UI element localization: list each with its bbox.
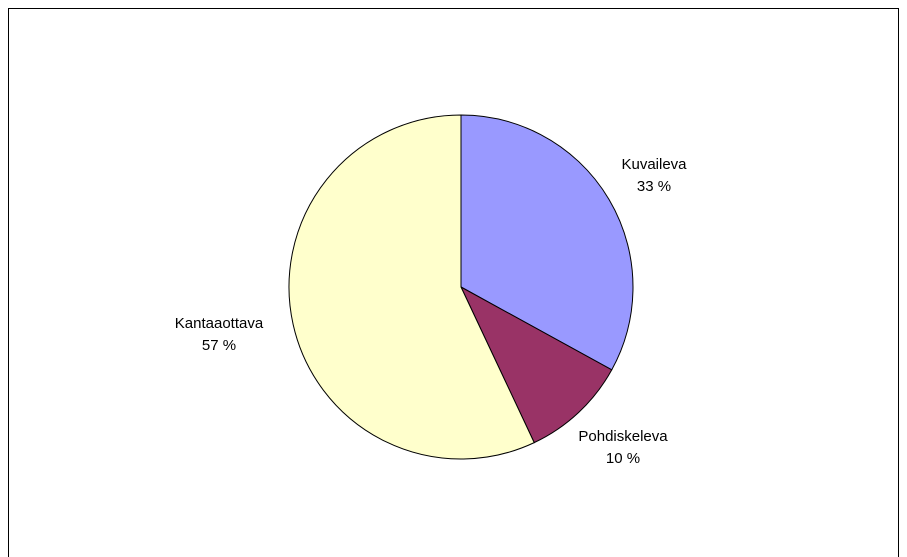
slice-label-percent: 10 %	[606, 450, 640, 467]
pie-slice-kuvaileva	[460, 114, 634, 371]
pie-slices	[288, 114, 634, 460]
slice-label-percent: 33 %	[637, 178, 671, 195]
slice-label-name: Kuvaileva	[621, 156, 687, 173]
slice-label-percent: 57 %	[202, 337, 236, 354]
pie-slice-pohdiskeleva	[459, 285, 613, 444]
slice-label-name: Kantaaottava	[175, 315, 264, 332]
pie-slice-kantaaottava	[288, 114, 535, 460]
slice-label-name: Pohdiskeleva	[578, 428, 668, 445]
slice-labels: Kuvaileva 33 % Pohdiskeleva 10 % Kantaaottav…	[175, 156, 687, 467]
